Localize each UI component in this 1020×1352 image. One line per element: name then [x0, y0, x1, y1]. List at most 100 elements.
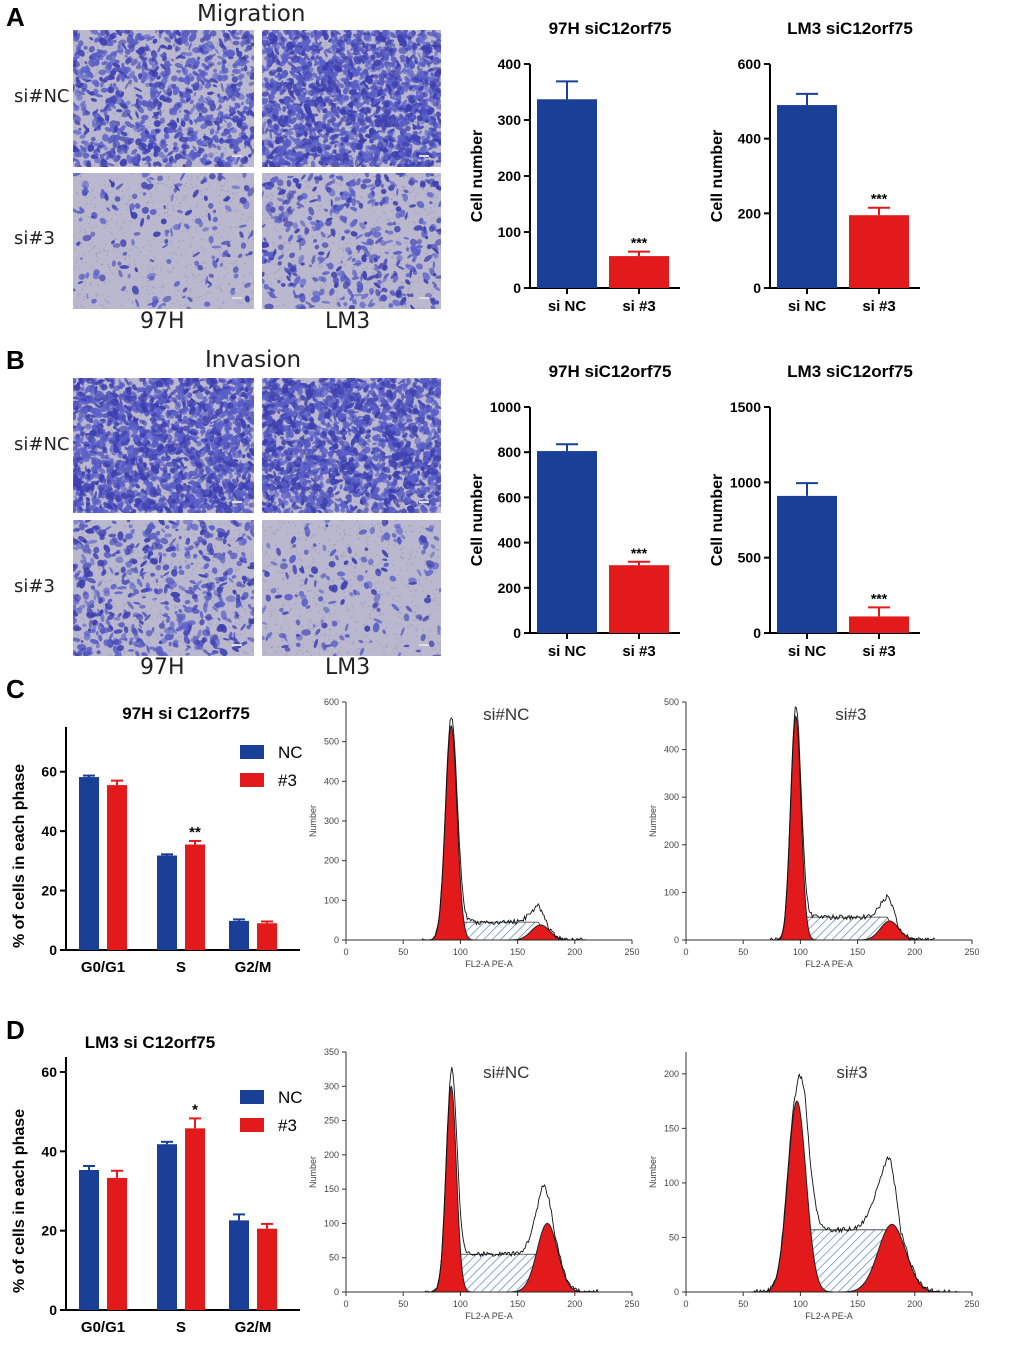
chart-title: 97H si C12orf75: [122, 704, 250, 723]
g2-peak: [852, 920, 927, 941]
y-tick-label: 600: [738, 56, 762, 72]
y-tick-label: 0: [334, 1287, 339, 1297]
x-axis-label: FL2-A PE-A: [805, 959, 853, 969]
legend-label: NC: [278, 743, 303, 762]
x-tick-label: 200: [567, 947, 582, 957]
raw-histogram-outline: [769, 706, 936, 942]
x-tick-label: 250: [964, 1299, 979, 1309]
x-tick-label: S: [176, 1319, 186, 1336]
y-axis-label: Number: [308, 1156, 318, 1188]
y-tick-label: 200: [664, 840, 679, 850]
panel-letter-c: C: [6, 674, 25, 704]
invasion-row-label-nc: si#NC: [14, 434, 70, 455]
x-tick-label: 100: [453, 947, 468, 957]
y-tick-label: 300: [664, 792, 679, 802]
y-tick-label: 20: [41, 883, 57, 899]
legend-label: #3: [278, 771, 297, 790]
bar-si3: [185, 844, 205, 950]
x-tick-label: G0/G1: [81, 959, 125, 976]
migration-title: Migration: [197, 1, 306, 27]
y-tick-label: 60: [41, 764, 57, 780]
panel-letter-d: D: [6, 1015, 25, 1045]
x-axis-label: FL2-A PE-A: [465, 959, 513, 969]
chart-c1-cell-cycle-97h: 97H si C12orf75 % of cells in each phase 0…: [11, 704, 303, 976]
y-axis-label: % of cells in each phase: [11, 764, 28, 948]
y-tick-label: 300: [324, 816, 339, 826]
chart-d2-flow-lm3-nc: 0 50 100 150 200 250 0 50 100 150 200 250 300 350 FL2-…: [308, 1047, 640, 1321]
chart-title: 97H siC12orf75: [549, 19, 672, 38]
y-tick-label: 20: [41, 1223, 57, 1239]
chart-d1-cell-cycle-lm3: LM3 si C12orf75 % of cells in each phase 0…: [11, 1033, 303, 1336]
bar-nc: [229, 1220, 249, 1310]
micrograph-migration-97h-si3: [73, 173, 254, 309]
y-tick-label: 100: [324, 1218, 339, 1228]
bar-si3: [609, 256, 669, 288]
x-tick-label: si NC: [548, 298, 587, 315]
x-tick-label: 100: [793, 1299, 808, 1309]
y-tick-label: 0: [49, 1302, 57, 1318]
x-tick-label: 0: [343, 947, 348, 957]
chart-b1-invasion-97h: 97H siC12orf75 Cell number 0 200 400 600 800 10…: [469, 362, 680, 660]
g2-peak: [505, 1222, 589, 1293]
y-axis-label: Number: [308, 805, 318, 837]
x-tick-label: si NC: [548, 643, 587, 660]
chart-c2-flow-97h-nc: 0 50 100 150 200 250 0 100 200 300 400 500 600 FL2-A …: [308, 697, 640, 969]
g2-peak: [836, 1223, 947, 1293]
y-tick-label: 0: [513, 625, 521, 641]
y-tick-label: 800: [498, 444, 522, 460]
significance-label: ***: [631, 545, 648, 561]
y-axis-label: Number: [648, 1156, 658, 1188]
y-tick-label: 200: [738, 205, 762, 221]
y-tick-label: 300: [324, 1081, 339, 1091]
x-tick-label: 50: [738, 947, 748, 957]
legend-label: #3: [278, 1116, 297, 1135]
y-tick-label: 150: [324, 1184, 339, 1194]
micrograph-invasion-97h-nc: [73, 378, 254, 513]
y-tick-label: 200: [324, 856, 339, 866]
raw-histogram-outline: [422, 717, 587, 941]
y-axis-label: Cell number: [469, 474, 486, 566]
migration-row-label-nc: si#NC: [14, 86, 70, 107]
invasion-col-label-lm3: LM3: [325, 655, 371, 680]
x-tick-label: 200: [907, 1299, 922, 1309]
micrograph-invasion-lm3-nc: [262, 378, 441, 513]
chart-d3-flow-lm3-si3: 0 50 100 150 200 250 0 50 100 150 200 FL2-A PE-A Num…: [648, 1052, 980, 1321]
bar-si3: [107, 785, 127, 950]
y-tick-label: 40: [41, 823, 57, 839]
bar-nc: [777, 495, 837, 633]
micrograph-migration-97h-nc: [73, 30, 254, 167]
y-axis-label: % of cells in each phase: [11, 1109, 28, 1293]
bar-si3: [849, 616, 909, 633]
g2-peak: [503, 924, 578, 941]
bar-nc: [537, 99, 597, 288]
y-tick-label: 200: [498, 168, 522, 184]
x-tick-label: si #3: [862, 643, 895, 660]
significance-label: **: [189, 824, 201, 841]
bar-nc: [777, 105, 837, 288]
y-tick-label: 400: [498, 56, 522, 72]
y-tick-label: 0: [753, 625, 761, 641]
y-tick-label: 300: [498, 112, 522, 128]
x-tick-label: 100: [453, 1299, 468, 1309]
x-tick-label: 150: [510, 947, 525, 957]
y-tick-label: 0: [49, 942, 57, 958]
chart-a2-migration-lm3: LM3 siC12orf75 Cell number 0 200 400 600 si NC…: [709, 19, 920, 315]
significance-label: ***: [871, 191, 888, 207]
chart-title: LM3 siC12orf75: [787, 362, 913, 381]
y-tick-label: 350: [324, 1047, 339, 1057]
migration-col-label-lm3: LM3: [325, 309, 371, 334]
bar-si3: [257, 923, 277, 950]
chart-a1-migration-97h: 97H siC12orf75 Cell number 0 100 200 300 400 si…: [469, 19, 680, 315]
bar-si3: [107, 1177, 127, 1310]
x-tick-label: 250: [624, 947, 639, 957]
raw-histogram-outline: [751, 1073, 961, 1294]
x-tick-label: 200: [907, 947, 922, 957]
y-tick-label: 0: [513, 280, 521, 296]
legend-swatch: [240, 1118, 264, 1132]
x-tick-label: 0: [683, 947, 688, 957]
y-tick-label: 0: [674, 1287, 679, 1297]
chart-c3-flow-97h-si3: 0 50 100 150 200 250 0 100 200 300 400 500 FL2-A PE-…: [648, 697, 980, 969]
bar-si3: [609, 565, 669, 633]
histogram-title: si#NC: [483, 1063, 529, 1082]
micrograph-migration-lm3-si3: [262, 173, 441, 309]
